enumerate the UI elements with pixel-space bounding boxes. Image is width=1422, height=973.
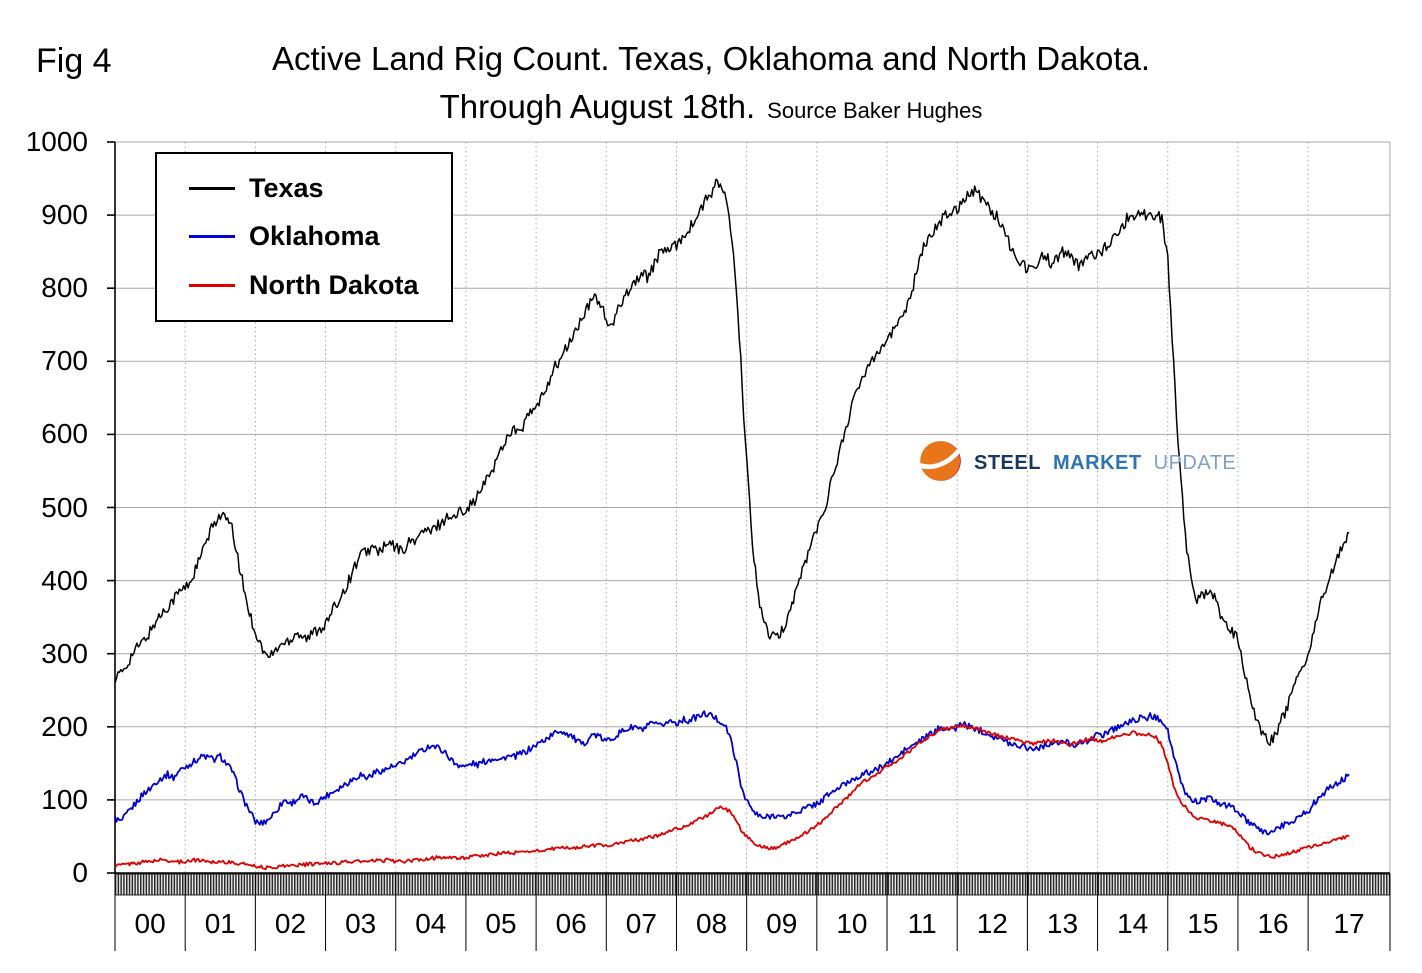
series-line-north-dakota xyxy=(114,723,1350,871)
x-tick-label: 07 xyxy=(625,908,657,939)
x-tick-label: 01 xyxy=(204,908,236,939)
x-tick-label: 12 xyxy=(976,908,1008,939)
x-tick-label: 14 xyxy=(1117,908,1149,939)
legend-item-oklahoma: Oklahoma xyxy=(189,221,451,252)
series-line-texas xyxy=(114,178,1350,747)
chart-source: Source Baker Hughes xyxy=(767,98,983,123)
chart-subtitle: Through August 18th. Source Baker Hughes xyxy=(0,88,1422,126)
oklahoma-line-sample xyxy=(189,235,235,239)
legend-label-oklahoma: Oklahoma xyxy=(249,221,380,252)
legend-label-texas: Texas xyxy=(249,172,324,203)
legend-item-north-dakota: North Dakota xyxy=(189,270,451,301)
y-tick-label: 300 xyxy=(41,637,88,669)
x-tick-label: 13 xyxy=(1046,908,1079,939)
y-tick-label: 200 xyxy=(41,710,88,742)
chart-legend: Texas Oklahoma North Dakota xyxy=(155,152,453,322)
x-tick-label: 00 xyxy=(134,908,166,939)
figure-number: Fig 4 xyxy=(36,42,112,80)
north-dakota-line-sample xyxy=(189,284,235,288)
x-tick-label: 05 xyxy=(485,908,517,939)
x-tick-label: 15 xyxy=(1187,908,1219,939)
y-tick-label: 400 xyxy=(41,564,88,596)
y-tick-label: 600 xyxy=(41,418,88,450)
watermark-steel: STEEL xyxy=(974,452,1041,474)
smu-logo-icon xyxy=(916,437,964,490)
y-tick-label: 700 xyxy=(41,345,88,377)
steel-market-update-watermark: STEEL MARKET UPDATE xyxy=(916,437,1236,490)
y-tick-label: 100 xyxy=(41,783,88,815)
chart-subtitle-text: Through August 18th. xyxy=(439,88,756,125)
watermark-market: MARKET xyxy=(1053,452,1142,474)
x-tick-label: 17 xyxy=(1333,908,1365,939)
texas-line-sample xyxy=(189,186,235,190)
watermark-update: UPDATE xyxy=(1153,452,1237,474)
series-line-oklahoma xyxy=(114,710,1350,836)
y-tick-label: 800 xyxy=(41,272,88,304)
y-tick-label: 1000 xyxy=(25,126,88,157)
x-tick-label: 11 xyxy=(907,908,937,939)
y-tick-label: 500 xyxy=(41,491,88,523)
x-tick-label: 03 xyxy=(345,908,377,939)
legend-label-north-dakota: North Dakota xyxy=(249,270,419,301)
x-tick-label: 08 xyxy=(695,908,728,939)
x-tick-label: 04 xyxy=(415,908,447,939)
y-tick-label: 900 xyxy=(41,199,88,231)
date-tick-band xyxy=(114,873,1391,896)
legend-item-texas: Texas xyxy=(189,173,451,204)
x-tick-label: 09 xyxy=(766,908,798,939)
chart-title: Active Land Rig Count. Texas, Oklahoma a… xyxy=(271,40,1151,77)
smu-logo-text: STEEL MARKET UPDATE xyxy=(974,452,1236,475)
x-tick-label: 02 xyxy=(274,908,307,939)
x-tick-label: 10 xyxy=(836,908,868,939)
x-tick-label: 06 xyxy=(555,908,587,939)
x-tick-label: 16 xyxy=(1257,908,1289,939)
y-tick-label: 0 xyxy=(72,857,88,888)
